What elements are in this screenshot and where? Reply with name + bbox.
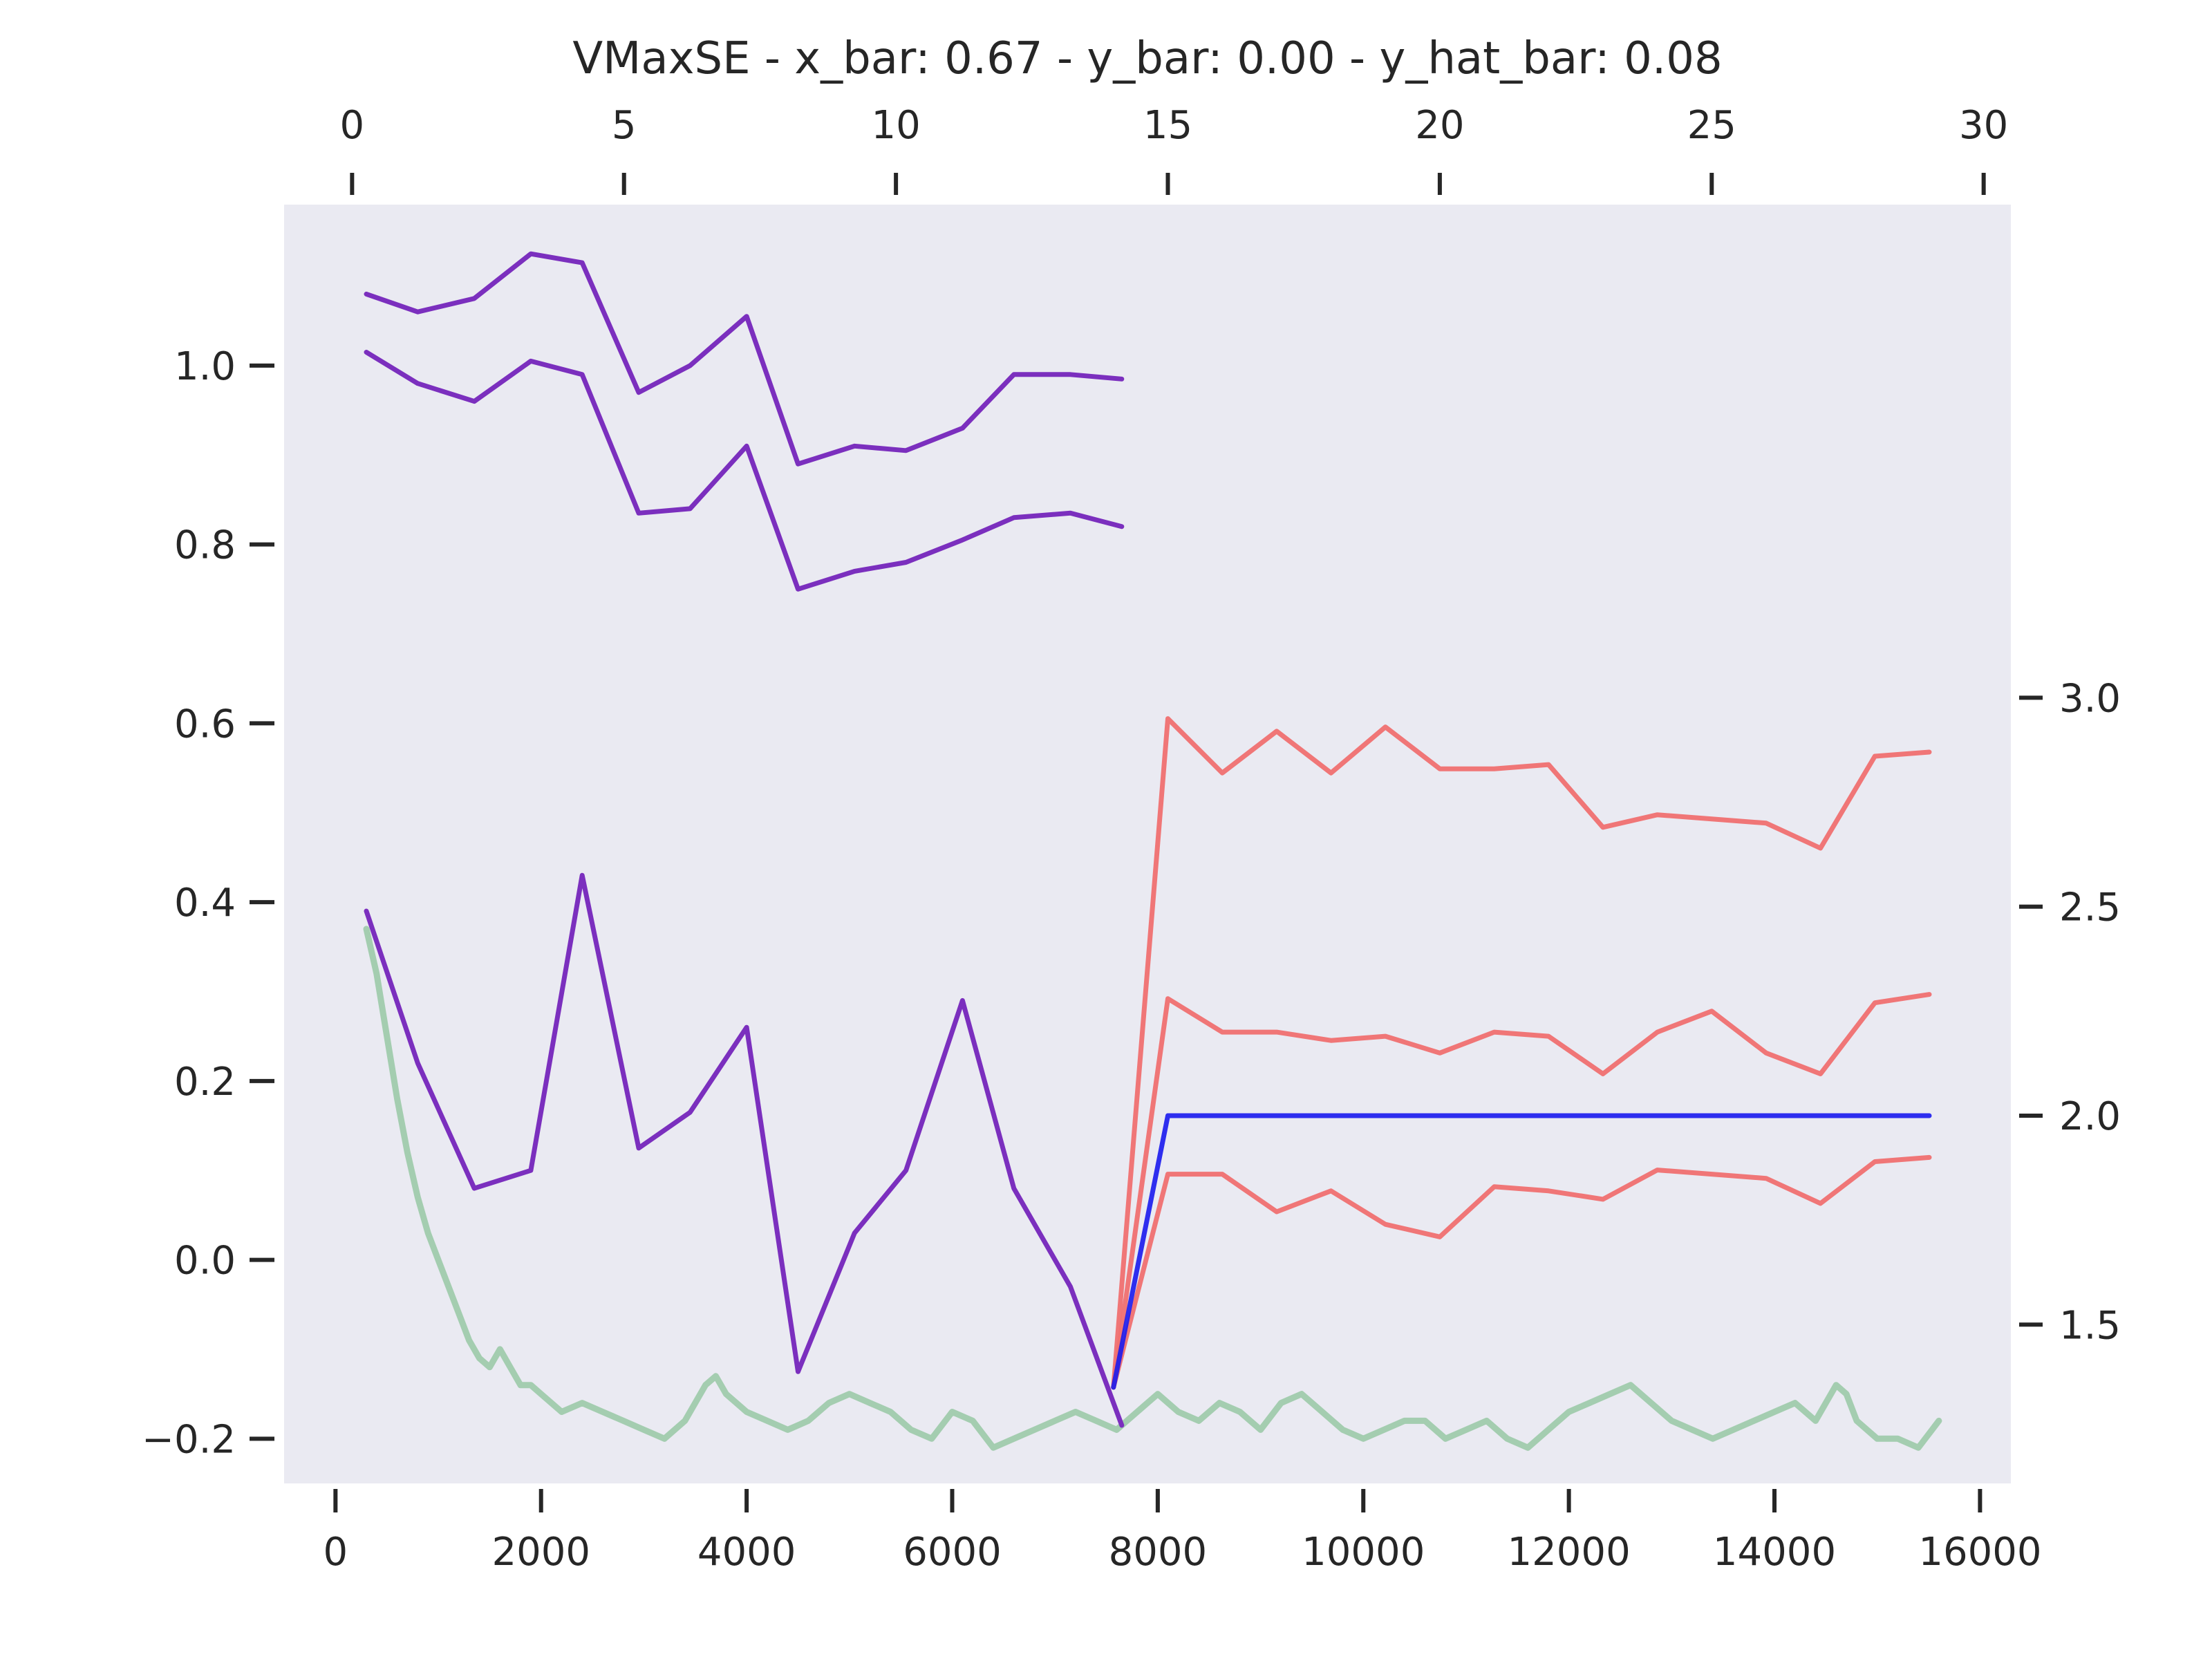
y-right-tick-label: 2.5 (2059, 885, 2121, 930)
x-top-tick-label: 30 (1959, 103, 2008, 148)
x-bottom-tick-label: 12000 (1508, 1530, 1631, 1575)
y-left-tick-label: 0.8 (174, 523, 236, 568)
series-layer (363, 251, 1942, 1451)
chart-title: VMaxSE - x_bar: 0.67 - y_bar: 0.00 - y_h… (572, 33, 1722, 84)
series-purple-line-1 (364, 251, 1125, 467)
plot-area (284, 205, 2011, 1483)
x-bottom-tick-label: 8000 (1109, 1530, 1208, 1575)
series-red-line-3 (1111, 1154, 1932, 1390)
axis-layer: 0 2000 4000 6000 8000 10000 12000 14000 16000 −0.… (142, 103, 2121, 1575)
x-bottom-tick-label: 0 (324, 1530, 348, 1575)
x-bottom-tick-label: 14000 (1713, 1530, 1836, 1575)
x-bottom-tick-label: 4000 (697, 1530, 796, 1575)
y-right-tick-label: 2.0 (2059, 1094, 2121, 1139)
series-red-line-2 (1111, 992, 1932, 1390)
y-left-tick-label: 1.0 (174, 344, 236, 389)
x-top-tick-label: 10 (871, 103, 920, 148)
x-bottom-tick-label: 10000 (1302, 1530, 1425, 1575)
y-left-tick-label: −0.2 (142, 1417, 236, 1462)
y-left-tick-label: 0.0 (174, 1239, 236, 1284)
y-right-tick-label: 1.5 (2059, 1303, 2121, 1348)
series-green-line (363, 926, 1942, 1451)
series-red-line-1 (1111, 716, 1932, 1390)
series-purple-line-2 (364, 350, 1125, 592)
y-left-tick-label: 0.6 (174, 702, 236, 747)
x-top-tick-label: 20 (1415, 103, 1464, 148)
x-bottom-tick-label: 16000 (1918, 1530, 2041, 1575)
x-top-tick-label: 15 (1143, 103, 1192, 148)
y-left-tick-label: 0.2 (174, 1060, 236, 1105)
x-top-tick-label: 5 (612, 103, 637, 148)
series-blue-line (1111, 1113, 1932, 1390)
y-left-tick-label: 0.4 (174, 881, 236, 926)
y-right-tick-label: 3.0 (2059, 676, 2121, 721)
x-top-tick-label: 25 (1687, 103, 1736, 148)
x-top-tick-label: 0 (340, 103, 365, 148)
x-bottom-tick-label: 6000 (903, 1530, 1002, 1575)
x-bottom-tick-label: 2000 (491, 1530, 590, 1575)
series-purple-line-3 (364, 872, 1125, 1428)
